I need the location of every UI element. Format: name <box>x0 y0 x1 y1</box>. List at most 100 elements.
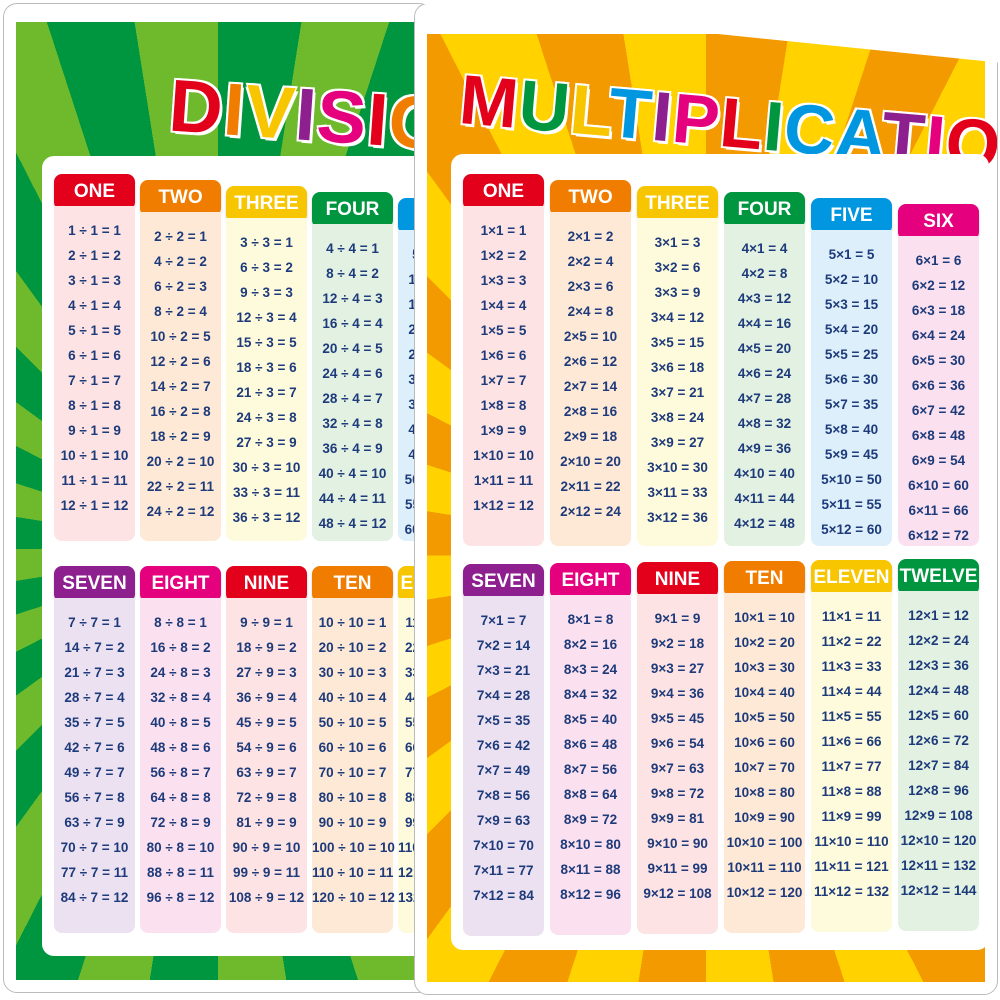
title-letter: D <box>166 63 227 151</box>
equation: 63 ÷ 7 = 9 <box>64 815 125 830</box>
equation: 8×5 = 40 <box>563 712 618 727</box>
equation: 6×5 = 30 <box>911 353 966 368</box>
column-header: ONE <box>463 174 544 210</box>
equation: 3 ÷ 1 = 3 <box>68 273 121 288</box>
equation: 81 ÷ 9 = 9 <box>236 815 297 830</box>
equation: 6×2 = 12 <box>911 278 966 293</box>
equation: 12×4 = 48 <box>908 683 969 698</box>
equation: 56 ÷ 7 = 8 <box>64 790 125 805</box>
equation: 7×12 = 84 <box>473 888 534 903</box>
title-letter: L <box>716 82 768 165</box>
equation: 3×6 = 18 <box>650 360 705 375</box>
equation: 16 ÷ 8 = 2 <box>150 640 211 655</box>
equation: 2×4 = 8 <box>567 304 614 319</box>
equation: 12 ÷ 2 = 6 <box>150 354 211 369</box>
equation: 10×4 = 40 <box>734 685 795 700</box>
equation: 10×1 = 10 <box>734 610 795 625</box>
equation: 80 ÷ 10 = 8 <box>318 790 387 805</box>
equation: 6×11 = 66 <box>908 503 969 518</box>
equation: 3×5 = 15 <box>650 335 705 350</box>
equation: 2×6 = 12 <box>563 354 618 369</box>
column-body: 9 ÷ 9 = 1 18 ÷ 9 = 2 27 ÷ 9 = 3 36 ÷ 9 = 4 4… <box>226 598 307 933</box>
equation: 10×12 = 120 <box>726 885 803 900</box>
equation: 12×7 = 84 <box>908 758 969 773</box>
equation: 8×4 = 32 <box>563 687 618 702</box>
equation: 10×8 = 80 <box>734 785 795 800</box>
equation: 2×5 = 10 <box>563 329 618 344</box>
equation: 2×10 = 20 <box>560 454 621 469</box>
equation: 56 ÷ 8 = 7 <box>150 765 211 780</box>
equation: 7×10 = 70 <box>473 838 534 853</box>
column-header: FOUR <box>312 192 393 228</box>
equation: 10×9 = 90 <box>734 810 795 825</box>
equation: 1×7 = 7 <box>480 373 527 388</box>
equation: 11×4 = 44 <box>821 684 882 699</box>
table-column-six: SIX 6×1 = 6 6×2 = 12 6×3 = 18 6×4 = 24 6×5 = … <box>898 204 979 546</box>
column-header: SEVEN <box>463 564 544 600</box>
title-letter: U <box>515 65 574 148</box>
equation: 11×2 = 22 <box>821 634 882 649</box>
equation: 5×10 = 50 <box>821 472 882 487</box>
equation: 90 ÷ 10 = 9 <box>318 815 387 830</box>
equation: 64 ÷ 8 = 8 <box>150 790 211 805</box>
equation: 3×11 = 33 <box>647 485 708 500</box>
column-body: 7×1 = 7 7×2 = 14 7×3 = 21 7×4 = 28 7×5 = 35 7… <box>463 596 544 936</box>
equation: 2×1 = 2 <box>567 229 614 244</box>
equation: 6 ÷ 2 = 3 <box>154 279 207 294</box>
equation: 2×3 = 6 <box>567 279 614 294</box>
column-body: 8 ÷ 8 = 1 16 ÷ 8 = 2 24 ÷ 8 = 3 32 ÷ 8 = 4 4… <box>140 598 221 933</box>
equation: 16 ÷ 2 = 8 <box>150 404 211 419</box>
equation: 6 ÷ 1 = 6 <box>68 348 121 363</box>
table-column-one: ONE 1×1 = 1 1×2 = 2 1×3 = 3 1×4 = 4 1×5 = 5 1×… <box>463 174 544 546</box>
column-header: FIVE <box>811 198 892 234</box>
equation: 70 ÷ 7 = 10 <box>60 840 129 855</box>
table-column-nine: NINE 9×1 = 9 9×2 = 18 9×3 = 27 9×4 = 36 9×5 =… <box>637 562 718 934</box>
equation: 11×11 = 121 <box>814 859 889 874</box>
equation: 10×5 = 50 <box>734 710 795 725</box>
equation: 36 ÷ 4 = 9 <box>322 441 383 456</box>
equation: 4×5 = 20 <box>737 341 792 356</box>
equation: 10 ÷ 1 = 10 <box>60 448 129 463</box>
equation: 4×12 = 48 <box>734 516 795 531</box>
equation: 14 ÷ 7 = 2 <box>64 640 125 655</box>
equation: 18 ÷ 2 = 9 <box>150 429 211 444</box>
equation: 11 ÷ 1 = 11 <box>61 473 128 488</box>
equation: 8 ÷ 1 = 8 <box>68 398 121 413</box>
equation: 9×9 = 81 <box>650 811 705 826</box>
equation: 3 ÷ 3 = 1 <box>240 235 293 250</box>
equation: 20 ÷ 10 = 2 <box>318 640 387 655</box>
equation: 4×6 = 24 <box>737 366 792 381</box>
equation: 1×2 = 2 <box>480 248 527 263</box>
equation: 44 ÷ 4 = 11 <box>318 491 387 506</box>
column-body: 7 ÷ 7 = 1 14 ÷ 7 = 2 21 ÷ 7 = 3 28 ÷ 7 = 4 3… <box>54 598 135 933</box>
column-header: SEVEN <box>54 566 135 602</box>
equation: 24 ÷ 4 = 6 <box>322 366 383 381</box>
equation: 5×3 = 15 <box>824 297 879 312</box>
equation: 12×2 = 24 <box>908 633 969 648</box>
equation: 8×12 = 96 <box>560 887 621 902</box>
equation: 9×1 = 9 <box>654 611 701 626</box>
equation: 40 ÷ 10 = 4 <box>318 690 387 705</box>
equation: 45 ÷ 9 = 5 <box>236 715 297 730</box>
table-column-seven: SEVEN 7 ÷ 7 = 1 14 ÷ 7 = 2 21 ÷ 7 = 3 28 ÷ 7… <box>54 566 135 933</box>
equation: 3×7 = 21 <box>650 385 705 400</box>
equation: 2×8 = 16 <box>563 404 618 419</box>
equation: 5×12 = 60 <box>821 522 882 537</box>
column-body: 3 ÷ 3 = 1 6 ÷ 3 = 2 9 ÷ 3 = 3 12 ÷ 3 = 4 15 … <box>226 218 307 541</box>
equation: 5×11 = 55 <box>821 497 882 512</box>
equation: 12×11 = 132 <box>900 858 977 873</box>
equation: 99 ÷ 9 = 11 <box>232 865 301 880</box>
equation: 7×6 = 42 <box>476 738 531 753</box>
equation: 8×7 = 56 <box>563 762 618 777</box>
equation: 9×3 = 27 <box>650 661 705 676</box>
equation: 9×8 = 72 <box>650 786 705 801</box>
table-column-eight: EIGHT 8 ÷ 8 = 1 16 ÷ 8 = 2 24 ÷ 8 = 3 32 ÷ 8… <box>140 566 221 933</box>
equation: 11×6 = 66 <box>821 734 882 749</box>
equation: 1×4 = 4 <box>480 298 527 313</box>
equation: 35 ÷ 7 = 5 <box>64 715 125 730</box>
equation: 21 ÷ 7 = 3 <box>64 665 125 680</box>
column-body: 5×1 = 5 5×2 = 10 5×3 = 15 5×4 = 20 5×5 = 25 5… <box>811 230 892 546</box>
equation: 5 ÷ 1 = 5 <box>68 323 121 338</box>
equation: 14 ÷ 2 = 7 <box>150 379 211 394</box>
equation: 7×3 = 21 <box>476 663 531 678</box>
